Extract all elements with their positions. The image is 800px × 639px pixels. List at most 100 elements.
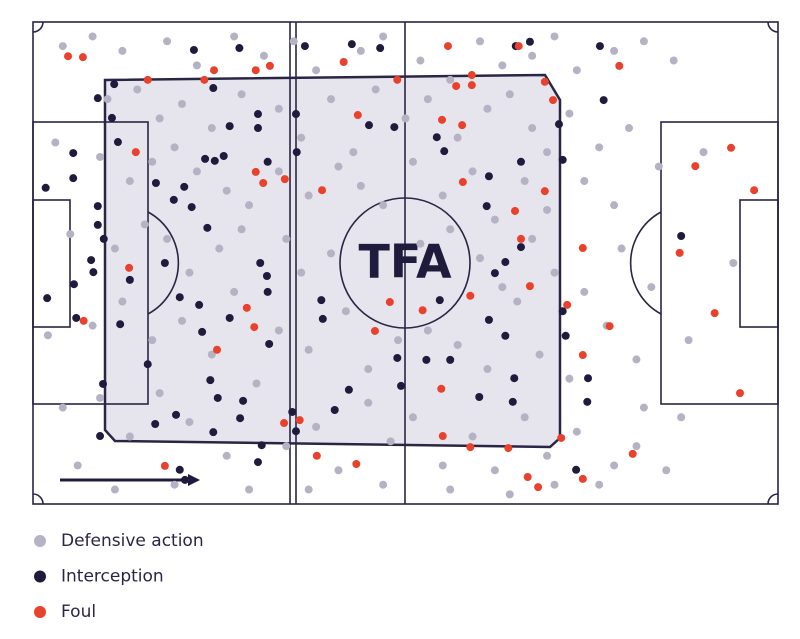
data-point [327, 95, 335, 104]
data-point [189, 45, 198, 54]
data-point [438, 432, 447, 441]
data-point [78, 53, 87, 62]
data-point [453, 133, 462, 142]
data-point [528, 234, 537, 243]
data-point [467, 71, 476, 80]
data-point [51, 138, 60, 147]
data-point [505, 90, 514, 99]
data-point [169, 195, 178, 204]
data-point [274, 104, 283, 113]
data-point [151, 419, 160, 428]
data-point [440, 147, 449, 156]
data-point [263, 287, 272, 296]
direction-arrow-head [188, 474, 200, 486]
data-point [160, 259, 169, 267]
data-point [69, 280, 78, 289]
data-point [528, 124, 537, 133]
data-point [215, 244, 224, 253]
data-point [245, 201, 254, 210]
data-point [327, 249, 335, 258]
data-point [525, 37, 534, 46]
data-point [99, 379, 108, 388]
data-point [245, 485, 254, 494]
data-point [116, 320, 125, 329]
data-point [175, 293, 184, 302]
data-point [263, 157, 272, 166]
data-point [535, 350, 544, 359]
data-point [483, 365, 492, 374]
data-point [349, 148, 358, 157]
data-point [595, 42, 604, 51]
data-point [639, 37, 648, 46]
data-point [253, 110, 262, 119]
data-point [318, 314, 327, 323]
data-point [484, 172, 493, 181]
data-point [43, 331, 52, 340]
data-point [572, 465, 581, 474]
data-point [498, 61, 507, 70]
data-point [684, 336, 693, 345]
data-point [540, 77, 549, 86]
data-point [155, 389, 164, 398]
data-point [523, 473, 532, 482]
data-point [237, 225, 246, 234]
data-point [210, 156, 219, 165]
data-point [163, 37, 172, 46]
data-point [253, 124, 262, 133]
data-point [379, 480, 388, 489]
data-point [550, 268, 559, 277]
legend-label: Foul [61, 602, 96, 622]
data-point [344, 385, 353, 394]
data-point [490, 215, 499, 224]
data-point [418, 306, 427, 315]
points [41, 32, 759, 499]
data-point [352, 459, 361, 468]
data-point [213, 393, 222, 402]
data-point [540, 187, 549, 196]
data-point [125, 275, 134, 284]
data-point [438, 461, 447, 470]
data-point [209, 428, 218, 437]
data-point [148, 157, 157, 166]
data-point [729, 259, 738, 267]
data-point [394, 336, 403, 345]
data-point [468, 167, 477, 176]
data-point [490, 269, 499, 278]
data-point [466, 443, 475, 452]
data-point [257, 441, 266, 450]
data-point [691, 162, 700, 171]
data-point [654, 162, 663, 171]
data-point [446, 355, 455, 364]
penalty-box [660, 121, 779, 405]
data-point [520, 177, 529, 186]
data-point [490, 466, 499, 475]
data-point [617, 244, 626, 253]
data-point [508, 397, 517, 406]
data-point [511, 206, 520, 215]
data-point [222, 451, 231, 460]
data-point [347, 40, 356, 49]
data-point [458, 178, 467, 187]
data-point [110, 244, 119, 253]
penalty-arc [147, 211, 180, 315]
data-point [475, 392, 484, 401]
data-point [69, 174, 78, 183]
data-point [379, 201, 388, 210]
data-point [99, 234, 108, 243]
data-point [180, 182, 189, 191]
data-point [437, 384, 446, 393]
data-point [572, 427, 581, 436]
data-point [632, 442, 641, 451]
data-point [330, 406, 339, 415]
data-point [230, 287, 239, 296]
corner-arcs [32, 21, 779, 505]
data-point [96, 393, 105, 402]
data-point [610, 46, 619, 55]
data-point [41, 183, 50, 192]
data-point [416, 239, 425, 248]
data-point [554, 120, 563, 129]
data-point [96, 152, 105, 161]
data-point [155, 114, 164, 123]
data-point [550, 32, 559, 41]
data-point [710, 309, 719, 318]
